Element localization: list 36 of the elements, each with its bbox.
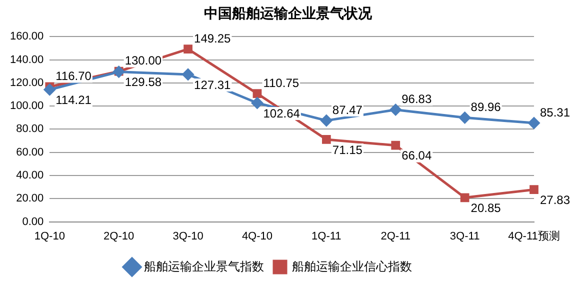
x-tick-label: 4Q-11预测 xyxy=(508,230,560,242)
legend-label: 船舶运输企业信心指数 xyxy=(292,259,412,274)
y-tick-label: 60.00 xyxy=(16,146,44,158)
y-tick-label: 100.00 xyxy=(10,100,44,112)
data-label: 85.31 xyxy=(540,105,570,120)
y-tick-label: 20.00 xyxy=(16,192,44,205)
data-label: 27.83 xyxy=(540,192,570,207)
data-label: 114.21 xyxy=(56,92,92,107)
x-tick-label: 3Q-10 xyxy=(172,230,204,242)
x-tick-label: 1Q-11 xyxy=(312,230,342,242)
data-label: 149.25 xyxy=(194,31,232,46)
data-label: 116.70 xyxy=(56,69,92,84)
legend-label: 船舶运输企业景气指数 xyxy=(144,259,264,274)
x-tick-label: 1Q-10 xyxy=(34,230,65,242)
y-tick-label: 120.00 xyxy=(10,76,44,89)
data-label: 20.85 xyxy=(470,200,502,215)
data-label: 130.00 xyxy=(124,54,162,68)
x-tick-label: 4Q-10 xyxy=(242,230,273,242)
x-tick-label: 3Q-11 xyxy=(450,230,480,242)
data-label: 129.58 xyxy=(124,75,162,90)
y-tick-label: 160.00 xyxy=(10,30,44,43)
data-label: 71.15 xyxy=(332,142,363,157)
y-tick-label: 0.00 xyxy=(22,216,44,228)
x-tick-label: 2Q-10 xyxy=(104,230,134,242)
x-tick-label: 2Q-11 xyxy=(380,230,410,242)
chart-title: 中国船舶运输企业景气状况 xyxy=(203,5,373,24)
data-label: 110.75 xyxy=(263,76,300,90)
data-label: 102.64 xyxy=(263,106,300,120)
y-tick-label: 40.00 xyxy=(16,170,44,182)
data-label: 127.31 xyxy=(194,78,232,92)
data-label: 66.04 xyxy=(402,148,432,163)
data-label: 89.96 xyxy=(470,100,502,114)
data-label: 87.47 xyxy=(332,102,363,117)
data-label: 96.83 xyxy=(402,92,432,106)
y-tick-label: 140.00 xyxy=(10,54,44,66)
y-tick-label: 80.00 xyxy=(16,123,44,136)
